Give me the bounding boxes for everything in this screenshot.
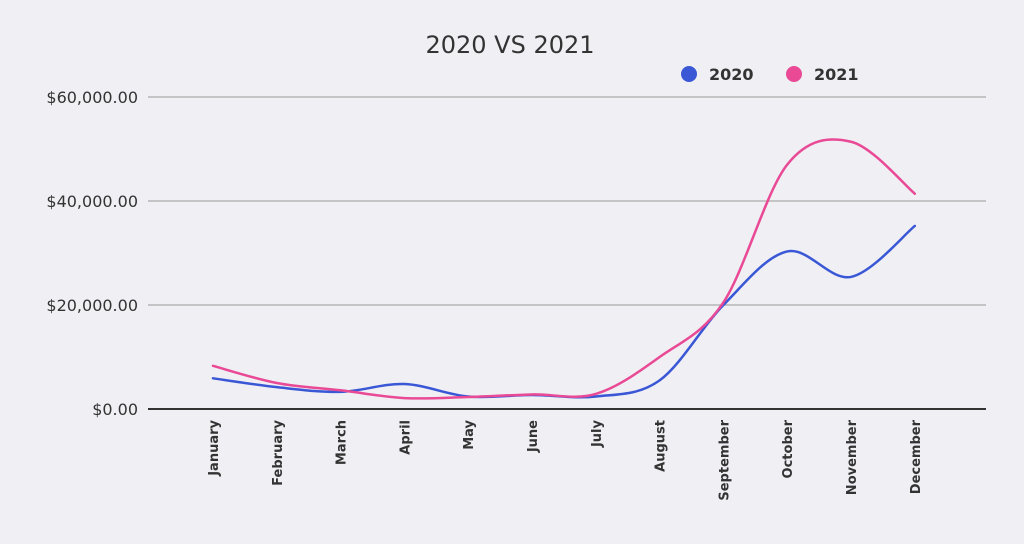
legend: 2020 2021 — [681, 65, 859, 84]
y-axis: $0.00 $20,000.00 $40,000.00 $60,000.00 — [46, 88, 138, 419]
grid-lines — [148, 96, 986, 410]
x-axis: January February March April May June July Augu… — [207, 419, 924, 500]
x-tick-label: July — [590, 419, 605, 448]
y-tick-label: $60,000.00 — [46, 88, 138, 107]
legend-marker-2021 — [786, 66, 802, 82]
legend-label-2021: 2021 — [814, 65, 859, 84]
x-tick-label: March — [335, 420, 350, 465]
x-tick-label: April — [398, 420, 413, 455]
x-tick-label: September — [717, 419, 732, 500]
x-tick-label: May — [462, 419, 477, 449]
x-tick-label: October — [781, 419, 796, 478]
x-tick-label: June — [526, 420, 541, 453]
x-tick-label: December — [909, 419, 924, 494]
y-tick-label: $40,000.00 — [46, 192, 138, 211]
series-lines — [211, 138, 917, 400]
y-tick-label: $20,000.00 — [46, 296, 138, 315]
series-line-2020 — [211, 224, 917, 399]
y-tick-label: $0.00 — [92, 400, 138, 419]
chart-title: 2020 VS 2021 — [425, 31, 594, 59]
x-tick-label: February — [271, 419, 286, 485]
series-line-2021 — [211, 138, 917, 400]
legend-label-2020: 2020 — [709, 65, 754, 84]
legend-marker-2020 — [681, 66, 697, 82]
x-tick-label: August — [654, 420, 669, 472]
x-tick-label: November — [845, 419, 860, 495]
x-tick-label: January — [207, 419, 222, 476]
